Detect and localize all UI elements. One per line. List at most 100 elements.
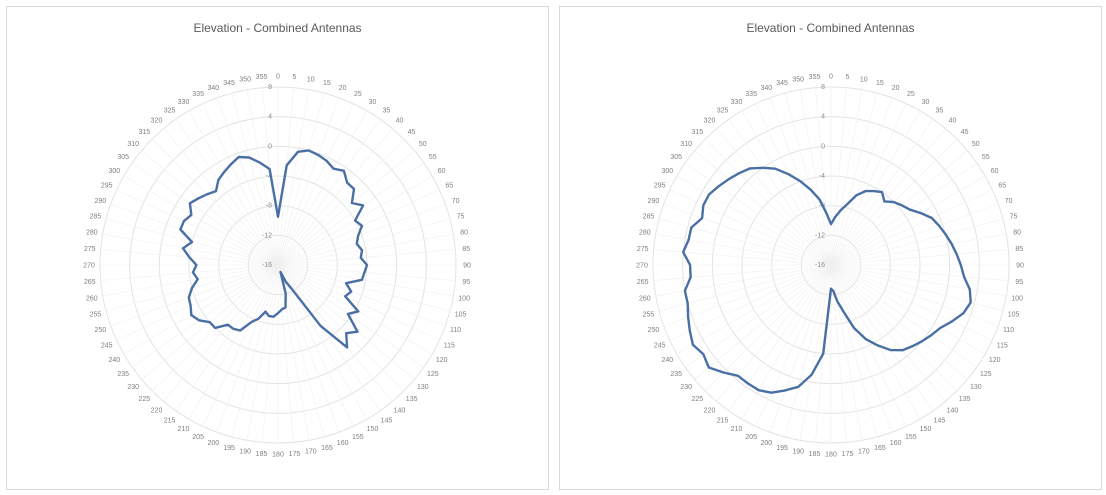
chart-panel-left: Elevation - Combined Antennas -16 -12 -8 -4… xyxy=(6,6,549,490)
angle-tick-label: 280 xyxy=(86,230,98,237)
angle-tick-label: 325 xyxy=(164,108,176,115)
angle-tick-label: 110 xyxy=(450,327,461,334)
data-point xyxy=(890,349,892,351)
data-point xyxy=(214,327,216,329)
data-point xyxy=(797,386,799,388)
grid-spoke xyxy=(277,119,381,266)
data-point xyxy=(343,170,345,172)
grid-spoke xyxy=(277,103,354,266)
data-point xyxy=(810,189,812,191)
angle-tick-label: 65 xyxy=(998,183,1006,190)
data-point xyxy=(182,247,184,249)
angle-tick-label: 120 xyxy=(436,357,448,364)
angle-tick-label: 20 xyxy=(339,85,347,92)
data-point xyxy=(881,191,883,193)
data-point xyxy=(701,217,703,219)
grid-spoke xyxy=(830,264,921,420)
grid-spoke xyxy=(704,264,832,392)
angle-tick-label: 250 xyxy=(648,327,660,334)
data-point xyxy=(800,180,802,182)
radial-tick-label: 0 xyxy=(821,143,825,150)
data-point xyxy=(264,311,267,313)
grid-spoke xyxy=(277,264,424,368)
chart-title: Elevation - Combined Antennas xyxy=(193,21,362,35)
angle-tick-label: 190 xyxy=(792,449,804,456)
data-point xyxy=(830,288,832,290)
grid-spoke xyxy=(277,264,381,411)
angle-tick-label: 115 xyxy=(444,342,455,349)
data-point xyxy=(215,190,217,192)
angle-tick-label: 90 xyxy=(1016,263,1024,270)
angle-tick-label: 135 xyxy=(959,396,971,403)
data-point xyxy=(682,251,684,253)
data-point xyxy=(361,279,363,281)
data-point xyxy=(774,168,776,170)
data-point xyxy=(702,204,704,206)
angle-tick-label: 45 xyxy=(961,129,969,136)
grid-spoke xyxy=(830,87,847,266)
data-point xyxy=(317,154,319,156)
angle-tick-label: 180 xyxy=(825,452,837,459)
angle-tick-label: 225 xyxy=(692,396,704,403)
grid-spoke xyxy=(830,203,999,266)
grid-spoke xyxy=(830,264,863,441)
grid-spoke xyxy=(728,264,832,411)
grid-spoke xyxy=(231,264,279,438)
data-point xyxy=(784,389,786,391)
angle-tick-label: 90 xyxy=(463,263,471,270)
data-point xyxy=(687,302,689,304)
angle-tick-label: 160 xyxy=(337,440,349,447)
grid-spoke xyxy=(110,203,279,266)
angle-tick-label: 285 xyxy=(90,214,102,221)
angle-tick-label: 290 xyxy=(95,198,107,205)
angle-tick-label: 50 xyxy=(419,141,427,148)
angle-tick-label: 80 xyxy=(460,230,468,237)
angle-tick-label: 170 xyxy=(858,449,870,456)
grid-spoke xyxy=(277,264,354,427)
data-point xyxy=(345,332,347,334)
grid-spoke xyxy=(653,264,832,281)
angle-tick-label: 0 xyxy=(829,74,833,81)
angle-tick-label: 210 xyxy=(731,426,743,433)
grid-spoke xyxy=(277,264,393,402)
data-point xyxy=(281,308,283,310)
angle-tick-label: 315 xyxy=(692,129,704,136)
angle-tick-label: 190 xyxy=(239,449,251,456)
data-point xyxy=(277,312,279,314)
angle-tick-label: 155 xyxy=(905,434,917,441)
data-point xyxy=(853,327,855,329)
angle-tick-label: 105 xyxy=(1008,311,1020,318)
grid-spoke xyxy=(277,110,368,266)
grid-spoke xyxy=(830,175,986,266)
data-point xyxy=(209,321,211,323)
grid-spoke xyxy=(277,264,451,312)
data-point xyxy=(277,216,279,218)
data-point xyxy=(702,353,704,355)
data-point xyxy=(921,340,923,342)
grid-spoke xyxy=(188,110,279,266)
data-point xyxy=(319,325,322,327)
radial-tick-label: -8 xyxy=(266,203,272,210)
angle-tick-label: 280 xyxy=(639,230,651,237)
angle-tick-label: 85 xyxy=(462,246,470,253)
angle-tick-label: 340 xyxy=(761,85,773,92)
grid-spoke xyxy=(830,162,977,266)
data-point xyxy=(238,156,240,158)
data-point xyxy=(770,392,772,394)
angle-tick-label: 255 xyxy=(90,311,102,318)
grid-spoke xyxy=(151,138,279,266)
grid-spoke xyxy=(277,264,446,327)
data-point xyxy=(353,188,355,190)
grid-spoke xyxy=(277,128,393,266)
grid-spoke xyxy=(716,128,832,266)
angle-tick-label: 300 xyxy=(108,168,120,175)
grid-spoke xyxy=(830,92,878,266)
angle-tick-label: 50 xyxy=(972,141,980,148)
angle-tick-label: 290 xyxy=(648,198,660,205)
grid-spoke xyxy=(830,264,977,368)
data-point xyxy=(688,239,690,241)
angle-tick-label: 245 xyxy=(101,342,113,349)
data-point xyxy=(834,216,836,218)
radial-tick-label: -16 xyxy=(262,262,272,269)
angle-tick-label: 215 xyxy=(164,417,176,424)
